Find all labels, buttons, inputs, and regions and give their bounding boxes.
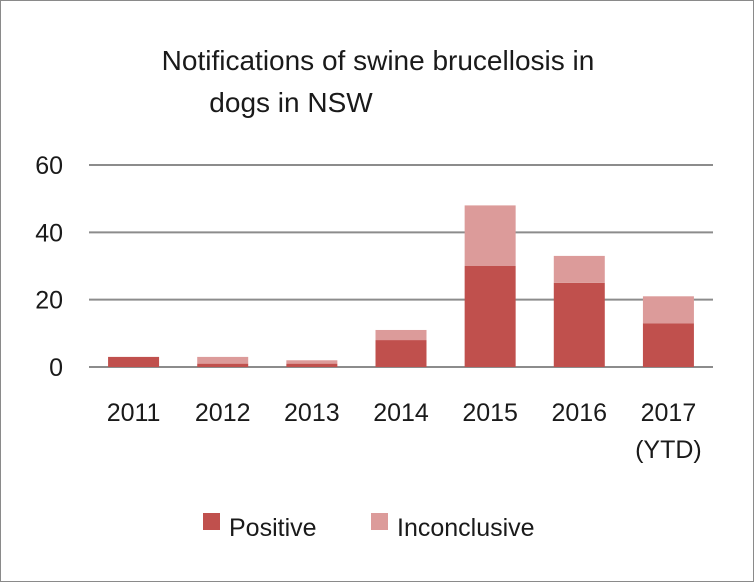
x-axis-tick-labels: 2011 2012 2013 2014 2015 2016 2017 (YTD) <box>107 399 702 464</box>
y-axis-tick-labels: 0 20 40 60 <box>35 152 63 382</box>
y-tick-label: 20 <box>35 287 63 315</box>
bar-inconclusive-4 <box>375 329 427 341</box>
bar-inconclusive-2 <box>197 356 249 364</box>
x-tick-label: 2017 <box>641 399 697 427</box>
bar-positive-7 <box>642 323 694 367</box>
x-tick-label: 2015 <box>462 399 518 427</box>
bar-positive-5 <box>464 266 516 367</box>
bar-inconclusive-7 <box>642 296 694 324</box>
bar-positive-3 <box>286 363 338 367</box>
chart-title-line-2: dogs in NSW <box>209 87 373 118</box>
x-tick-label: 2016 <box>551 399 607 427</box>
x-tick-label: (YTD) <box>635 436 702 464</box>
legend: Positive Inconclusive <box>203 513 535 542</box>
bar-inconclusive-6 <box>553 255 605 283</box>
legend-swatch-inconclusive <box>371 513 388 530</box>
y-tick-label: 0 <box>49 354 63 382</box>
y-tick-label: 40 <box>35 219 63 247</box>
legend-label-positive: Positive <box>229 514 317 542</box>
x-tick-label: 2013 <box>284 399 340 427</box>
bar-positive-6 <box>553 282 605 367</box>
bar-positive-1 <box>108 356 160 367</box>
bar-inconclusive-5 <box>464 205 516 266</box>
bar-positive-4 <box>375 340 427 367</box>
x-tick-label: 2012 <box>195 399 251 427</box>
y-tick-label: 60 <box>35 152 63 180</box>
legend-swatch-positive <box>203 513 220 530</box>
bar-inconclusive-3 <box>286 360 338 364</box>
chart-title-line-1: Notifications of swine brucellosis in <box>162 45 595 76</box>
bar-positive-2 <box>197 363 249 367</box>
x-tick-label: 2014 <box>373 399 429 427</box>
x-tick-label: 2011 <box>107 399 161 427</box>
legend-label-inconclusive: Inconclusive <box>397 514 535 542</box>
bars <box>108 205 694 367</box>
chart-title: Notifications of swine brucellosis in do… <box>162 45 595 118</box>
